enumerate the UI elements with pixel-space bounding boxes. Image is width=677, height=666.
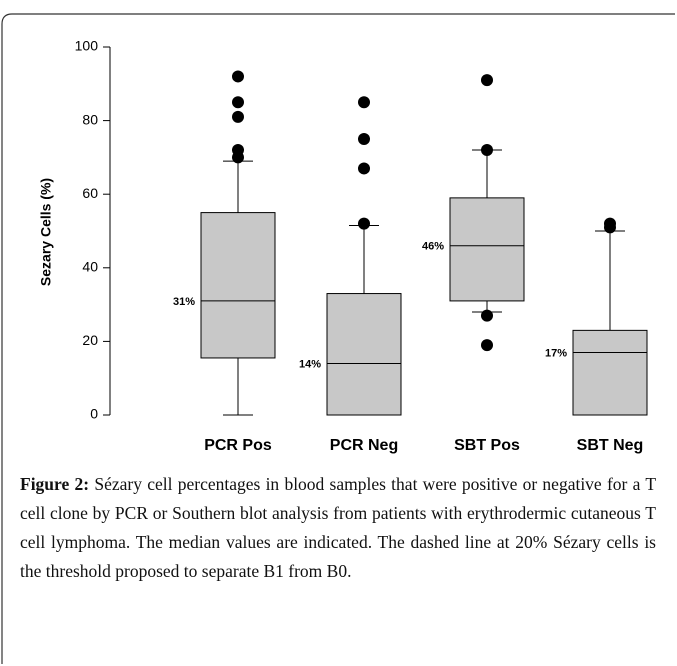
x-tick-label: PCR Pos <box>204 437 272 454</box>
outlier <box>604 217 616 230</box>
median-label: 17% <box>545 347 567 359</box>
x-tick-label: SBT Neg <box>577 437 644 454</box>
outlier <box>232 144 244 157</box>
outlier <box>481 144 493 157</box>
caption-text: Sézary cell percentages in blood samples… <box>20 474 657 581</box>
y-tick-label: 20 <box>82 332 98 348</box>
outlier <box>358 133 370 145</box>
y-tick-label: 60 <box>82 185 98 201</box>
outlier <box>358 162 370 175</box>
outlier <box>232 70 244 83</box>
x-tick-label: SBT Pos <box>454 437 520 454</box>
outlier <box>481 309 493 322</box>
box <box>572 329 648 416</box>
outlier <box>481 339 493 352</box>
median-label: 46% <box>422 241 444 253</box>
frame <box>1 13 675 664</box>
box <box>449 197 525 302</box>
outlier <box>481 74 493 87</box>
caption-label: Figure 2: <box>20 474 90 494</box>
outlier <box>232 110 244 123</box>
y-tick-label: 40 <box>82 259 98 275</box>
outlier <box>358 96 370 109</box>
box <box>326 293 402 416</box>
caption: Figure 2: Sézary cell percentages in blo… <box>20 470 656 586</box>
outlier <box>232 96 244 109</box>
y-axis-label: Sezary Cells (%) <box>38 178 54 286</box>
median-label: 31% <box>173 296 195 308</box>
y-tick-label: 0 <box>90 406 98 422</box>
x-tick-label: PCR Neg <box>330 437 398 454</box>
y-tick-label: 80 <box>82 111 98 127</box>
y-tick-label: 100 <box>75 38 99 54</box>
median-label: 14% <box>299 358 321 370</box>
box <box>200 212 276 359</box>
outlier <box>358 217 370 230</box>
